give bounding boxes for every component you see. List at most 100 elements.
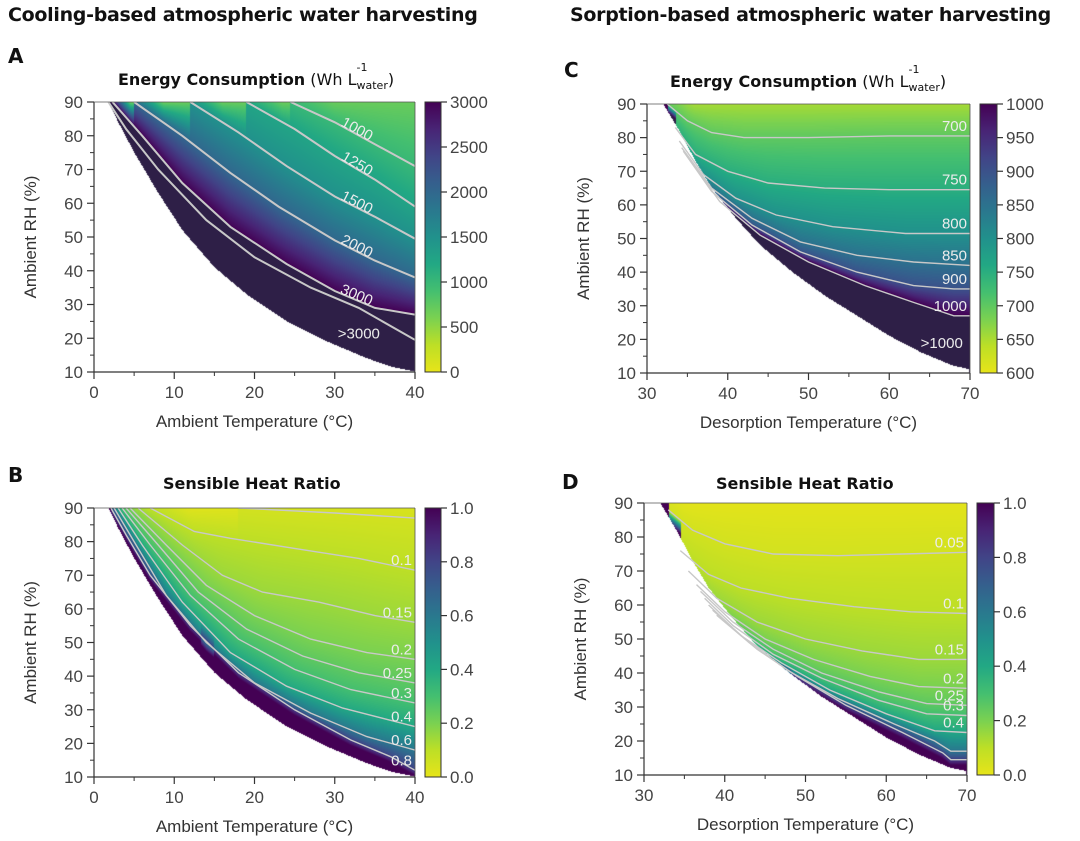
x-tick-label: 20 <box>245 788 264 807</box>
y-tick-label: 10 <box>64 768 83 787</box>
contour-label: 0.15 <box>383 604 412 621</box>
contour-line-0_2 <box>129 508 415 660</box>
x-tick-label: 0 <box>89 788 98 807</box>
heatmap-surface <box>647 104 970 373</box>
x-axis-label: Ambient Temperature (°C) <box>156 412 353 431</box>
colorbar-tick-label: 850 <box>1006 196 1034 215</box>
y-tick-label: 10 <box>617 364 636 383</box>
y-tick-label: 90 <box>617 95 636 114</box>
contour-label: 1000 <box>934 298 967 315</box>
y-tick-label: 30 <box>64 701 83 720</box>
x-tick-label: 40 <box>715 786 734 805</box>
contour-label: 700 <box>942 118 967 135</box>
contour-label: 0.3 <box>943 698 964 715</box>
y-tick-label: 40 <box>614 664 633 683</box>
y-tick-label: 60 <box>64 194 83 213</box>
x-tick-label: 60 <box>877 786 896 805</box>
x-tick-label: 30 <box>638 384 657 403</box>
contour-line-850 <box>681 147 970 267</box>
colorbar-tick-label: 0 <box>450 363 459 382</box>
panel-letter: C <box>564 58 579 82</box>
x-tick-label: 70 <box>961 384 980 403</box>
y-axis-label: Ambient RH (%) <box>21 581 40 704</box>
contour-line-0_4 <box>117 508 415 728</box>
y-tick-label: 70 <box>64 161 83 180</box>
contour-line-0_2 <box>696 584 967 689</box>
region-annotation: >3000 <box>338 325 380 342</box>
colorbar-tick-label: 900 <box>1006 162 1034 181</box>
colorbar-tick-label: 0.2 <box>450 714 474 733</box>
y-tick-label: 10 <box>64 363 83 382</box>
y-tick-label: 70 <box>614 562 633 581</box>
colorbar-tick-label: 0.0 <box>1003 766 1027 785</box>
contour-label: 0.1 <box>943 596 964 613</box>
contour-label: 0.25 <box>935 687 964 704</box>
x-axis-label: Ambient Temperature (°C) <box>156 817 353 836</box>
y-tick-label: 80 <box>64 127 83 146</box>
colorbar-tick-label: 1.0 <box>1003 494 1027 513</box>
colorbar-tick-label: 0.8 <box>1003 548 1027 567</box>
contour-line-700 <box>666 104 970 139</box>
contour-line-1500 <box>189 102 415 240</box>
panel-letter: D <box>562 470 579 494</box>
y-tick-label: 50 <box>64 228 83 247</box>
contour-line-0_6 <box>113 508 415 751</box>
contour-line-1250 <box>246 102 415 208</box>
y-tick-label: 50 <box>617 230 636 249</box>
colorbar-tick-label: 650 <box>1006 330 1034 349</box>
y-tick-label: 30 <box>64 296 83 315</box>
colorbar-tick-label: 1000 <box>450 273 488 292</box>
colorbar-tick-label: 500 <box>450 318 478 337</box>
left-section-heading: Cooling-based atmospheric water harvesti… <box>8 4 478 26</box>
contour-line-0_6 <box>712 609 967 752</box>
contour-line-750 <box>674 127 970 191</box>
y-tick-label: 20 <box>64 734 83 753</box>
panel-title-main: Sensible Heat Ratio <box>716 474 894 493</box>
heatmap-surface <box>94 102 415 372</box>
y-tick-label: 90 <box>64 93 83 112</box>
y-tick-label: 70 <box>617 162 636 181</box>
x-tick-label: 40 <box>406 788 425 807</box>
colorbar-tick-label: 1500 <box>450 228 488 247</box>
y-tick-label: 40 <box>64 667 83 686</box>
y-tick-label: 80 <box>617 129 636 148</box>
panel-title-main: Sensible Heat Ratio <box>163 474 341 493</box>
contour-label: 0.6 <box>391 732 412 749</box>
y-tick-label: 50 <box>614 630 633 649</box>
x-tick-label: 50 <box>799 384 818 403</box>
colorbar-tick-label: 950 <box>1006 129 1034 148</box>
contour-line-0_3 <box>121 508 415 704</box>
y-tick-label: 70 <box>64 566 83 585</box>
colorbar-tick-label: 800 <box>1006 230 1034 249</box>
contour-line-3000 <box>111 102 415 316</box>
colorbar-tick-label: 0.0 <box>450 768 474 787</box>
contour-label: 850 <box>942 247 967 264</box>
contour-line-900 <box>682 150 970 290</box>
contour-label: 0.2 <box>943 670 964 687</box>
x-tick-label: 10 <box>165 788 184 807</box>
y-tick-label: 90 <box>614 494 633 513</box>
contour-label: 900 <box>942 271 967 288</box>
y-tick-label: 60 <box>617 196 636 215</box>
contour-label: 0.1 <box>391 552 412 569</box>
x-tick-label: 30 <box>325 383 344 402</box>
panel-letter: A <box>8 44 24 68</box>
contour-label: 750 <box>942 172 967 189</box>
contour-line-0_25 <box>125 508 415 684</box>
contour-line-0_25 <box>700 590 967 706</box>
y-axis-label: Ambient RH (%) <box>21 176 40 299</box>
panel-title: Energy Consumption (Wh L -1 water) <box>118 61 394 92</box>
contour-label: 0.25 <box>383 665 412 682</box>
panel-title: Sensible Heat Ratio <box>163 474 341 493</box>
colorbar <box>976 502 995 776</box>
y-tick-label: 30 <box>614 698 633 717</box>
colorbar-tick-label: 600 <box>1006 364 1034 383</box>
colorbar-tick-label: 700 <box>1006 297 1034 316</box>
contour-line-0_15 <box>687 570 967 661</box>
contour-line-0_05 <box>667 509 967 557</box>
colorbar-tick-label: 0.4 <box>1003 657 1027 676</box>
panel-title: Energy Consumption (Wh L -1 water) <box>670 63 946 94</box>
